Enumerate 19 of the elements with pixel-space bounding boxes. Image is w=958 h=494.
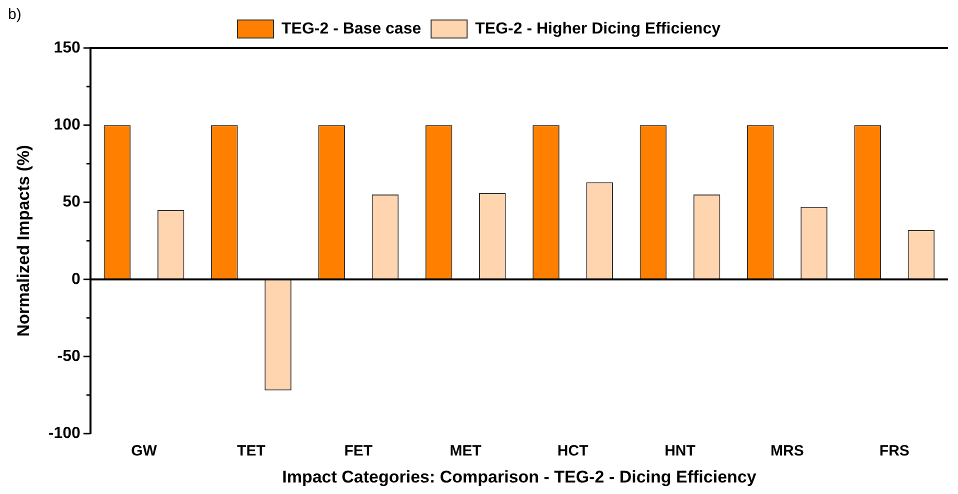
y-tick-label: -100 bbox=[48, 425, 81, 442]
x-tick-label: HCT bbox=[557, 442, 588, 460]
y-tick-label: 150 bbox=[54, 39, 81, 56]
y-tick-label: -50 bbox=[57, 348, 81, 365]
text: b) bbox=[8, 6, 22, 23]
legend-label: TEG-2 - Base case bbox=[282, 20, 422, 38]
x-tick-label: TET bbox=[237, 442, 266, 460]
x-tick-label: FET bbox=[344, 442, 373, 460]
y-tick-label: 0 bbox=[72, 270, 81, 288]
x-axis-title: Impact Categories: Comparison - TEG-2 - Dicing Efficiency bbox=[282, 467, 757, 486]
y-axis-title: Normalized Impacts (%) bbox=[14, 144, 33, 337]
x-tick-label: FRS bbox=[879, 442, 910, 460]
legend-label: TEG-2 - Higher Dicing Efficiency bbox=[475, 20, 721, 38]
x-tick-label: MET bbox=[450, 442, 482, 460]
x-tick-label: HNT bbox=[664, 442, 696, 460]
y-tick-label: 50 bbox=[62, 194, 81, 211]
x-tick-label: MRS bbox=[770, 442, 804, 460]
x-tick-label: GW bbox=[131, 442, 158, 460]
y-tick-label: 100 bbox=[54, 116, 81, 134]
